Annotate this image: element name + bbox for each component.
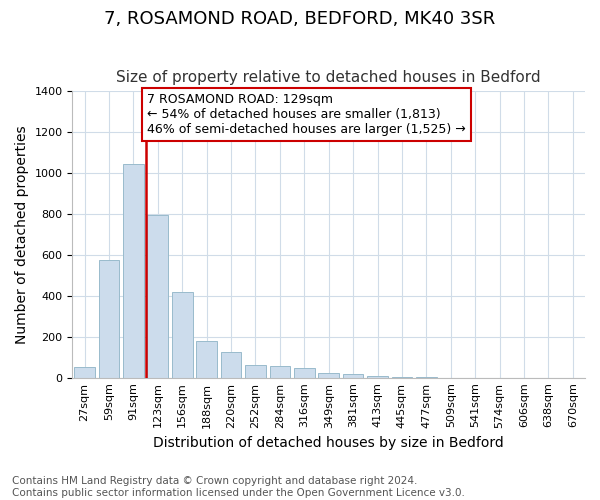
Bar [74, 368, 95, 378]
Bar [319, 372, 339, 378]
Bar [196, 341, 217, 378]
Text: 7 ROSAMOND ROAD: 129sqm
← 54% of detached houses are smaller (1,813)
46% of semi: 7 ROSAMOND ROAD: 129sqm ← 54% of detache… [148, 93, 466, 136]
Bar [367, 376, 388, 378]
Bar [269, 366, 290, 378]
Bar [148, 215, 168, 378]
Text: 7, ROSAMOND ROAD, BEDFORD, MK40 3SR: 7, ROSAMOND ROAD, BEDFORD, MK40 3SR [104, 10, 496, 28]
Bar [343, 374, 364, 378]
Title: Size of property relative to detached houses in Bedford: Size of property relative to detached ho… [116, 70, 541, 86]
Text: Contains HM Land Registry data © Crown copyright and database right 2024.
Contai: Contains HM Land Registry data © Crown c… [12, 476, 465, 498]
Bar [172, 292, 193, 378]
X-axis label: Distribution of detached houses by size in Bedford: Distribution of detached houses by size … [154, 436, 504, 450]
Bar [221, 352, 241, 378]
Y-axis label: Number of detached properties: Number of detached properties [15, 125, 29, 344]
Bar [123, 164, 144, 378]
Bar [294, 368, 314, 378]
Bar [245, 365, 266, 378]
Bar [98, 260, 119, 378]
Bar [392, 376, 412, 378]
